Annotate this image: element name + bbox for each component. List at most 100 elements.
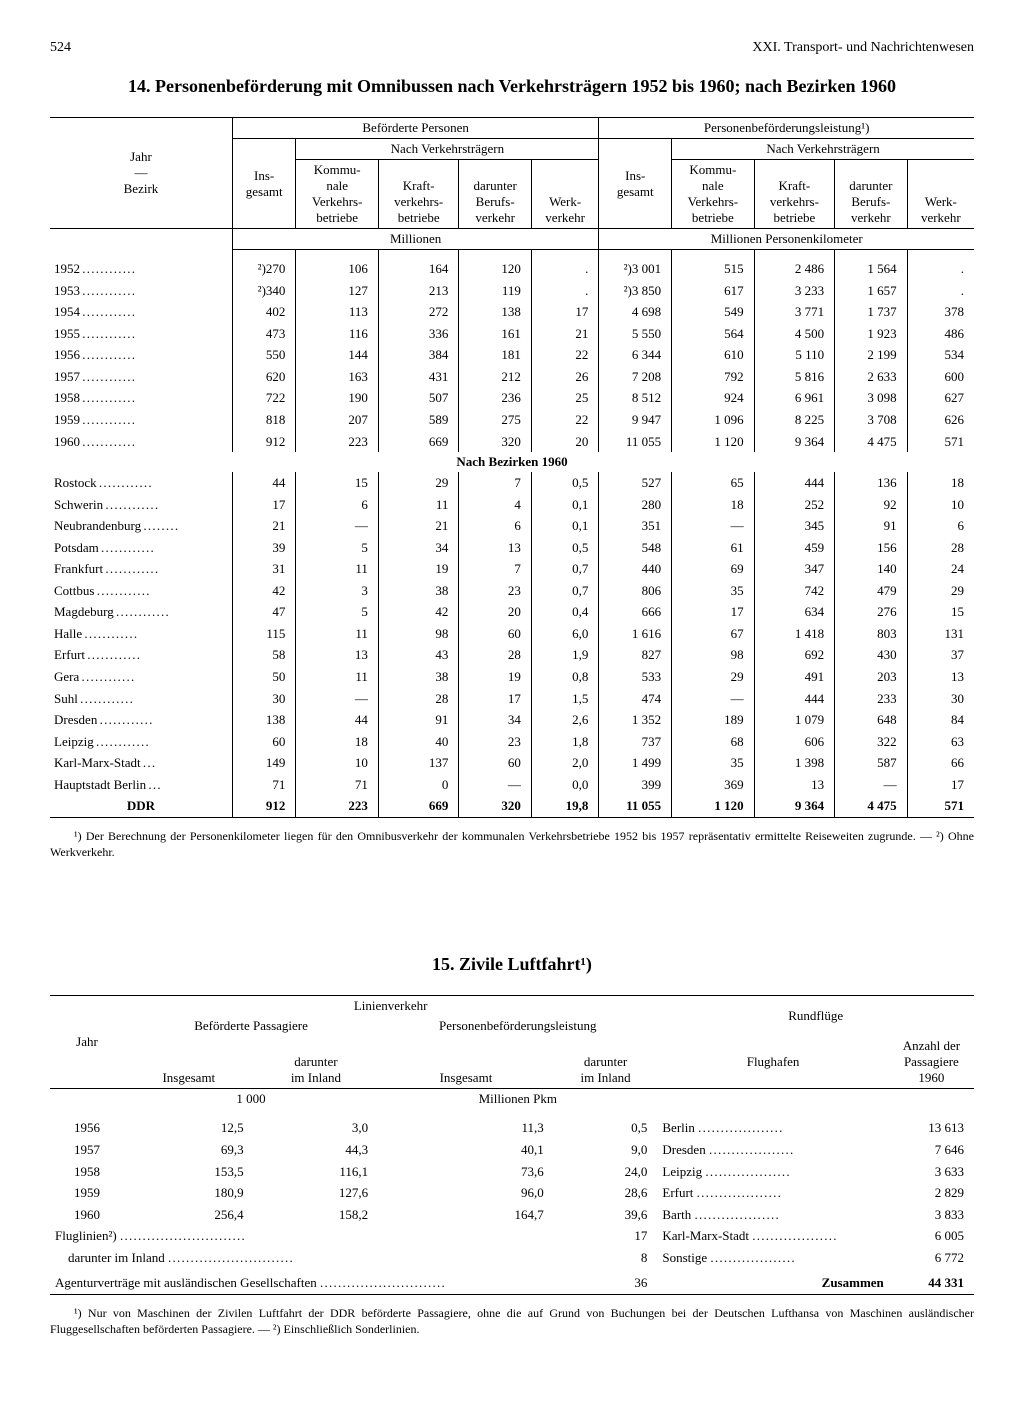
cell: 22 — [531, 409, 598, 431]
cell: 37 — [907, 644, 974, 666]
cell: 28,6 — [554, 1182, 658, 1204]
cell: 1,9 — [531, 644, 598, 666]
cell: 533 — [599, 666, 672, 688]
col-nv-r: Nach Verkehrsträgern — [672, 139, 974, 160]
cell: 1 616 — [599, 623, 672, 645]
year-label: 1957 — [50, 1139, 124, 1161]
airport-label: Barth . . . . . . . . . . . . . . . . . … — [657, 1204, 888, 1226]
table15-footnote: ¹) Nur von Maschinen der Zivilen Luftfah… — [50, 1305, 974, 1337]
cell: 17 — [672, 601, 755, 623]
cell: 912 — [232, 431, 296, 453]
year-label: 1953 — [50, 280, 232, 302]
cell: 10 — [296, 752, 379, 774]
cell: 276 — [835, 601, 907, 623]
cell: 31 — [232, 558, 296, 580]
bezirk-label: Halle — [50, 623, 232, 645]
table-row: 1958722190507236258 5129246 9613 098627 — [50, 387, 974, 409]
cell: 587 — [835, 752, 907, 774]
cell: 98 — [672, 644, 755, 666]
cell: 73,6 — [378, 1161, 554, 1183]
ddr-f: 11 055 — [599, 795, 672, 817]
year-label: 1958 — [50, 1161, 124, 1183]
cell: 17 — [554, 1225, 658, 1247]
t15-rund: Rundflüge — [657, 996, 974, 1037]
cell: 5 816 — [754, 366, 835, 388]
cell: 0 — [378, 774, 459, 796]
cell: 2,6 — [531, 709, 598, 731]
cell: 39 — [232, 537, 296, 559]
cell: 0,7 — [531, 580, 598, 602]
cell: 13 — [754, 774, 835, 796]
table14: Jahr — Bezirk Beförderte Personen Person… — [50, 117, 974, 818]
cell: 2 633 — [835, 366, 907, 388]
cell: — — [459, 774, 531, 796]
year-label: 1956 — [50, 344, 232, 366]
airport-label: Dresden . . . . . . . . . . . . . . . . … — [657, 1139, 888, 1161]
cell: 19 — [378, 558, 459, 580]
cell: 65 — [672, 472, 755, 494]
cell: 2 199 — [835, 344, 907, 366]
cell: 17 — [531, 301, 598, 323]
cell: 36 — [554, 1268, 658, 1294]
cell: 818 — [232, 409, 296, 431]
t15-ins2: Insgesamt — [378, 1036, 554, 1089]
year-label: 1957 — [50, 366, 232, 388]
cell: 15 — [907, 601, 974, 623]
cell: 589 — [378, 409, 459, 431]
page-number: 524 — [50, 40, 71, 56]
cell: 34 — [459, 709, 531, 731]
cell: 233 — [835, 688, 907, 710]
cell: 620 — [232, 366, 296, 388]
cell: 322 — [835, 731, 907, 753]
cell: 3 233 — [754, 280, 835, 302]
cell: 2,0 — [531, 752, 598, 774]
cell: 347 — [754, 558, 835, 580]
cell: 106 — [296, 250, 379, 280]
cell: 1 923 — [835, 323, 907, 345]
table-row: 1952²)270106164120.²)3 0015152 4861 564. — [50, 250, 974, 280]
cell: 4 — [459, 494, 531, 516]
cell: 4 500 — [754, 323, 835, 345]
cell: 40 — [378, 731, 459, 753]
col-kraft-l: Kraft- verkehrs- betriebe — [378, 160, 459, 229]
cell: 648 — [835, 709, 907, 731]
cell: 164 — [378, 250, 459, 280]
table-row: 1955473116336161215 5505644 5001 923486 — [50, 323, 974, 345]
cell: 18 — [296, 731, 379, 753]
cell: 207 — [296, 409, 379, 431]
cell: 69 — [672, 558, 755, 580]
bezirk-label: Dresden — [50, 709, 232, 731]
t15-linien: Linienverkehr — [124, 996, 657, 1017]
bezirk-label: Cottbus — [50, 580, 232, 602]
cell: 8 225 — [754, 409, 835, 431]
bezirk-label: Magdeburg — [50, 601, 232, 623]
cell: 5 — [296, 537, 379, 559]
cell: 0,8 — [531, 666, 598, 688]
cell: 24,0 — [554, 1161, 658, 1183]
cell: 0,5 — [531, 472, 598, 494]
cell: 15 — [296, 472, 379, 494]
col-werk-r: Werk- verkehr — [907, 160, 974, 229]
cell: 115 — [232, 623, 296, 645]
cell: 634 — [754, 601, 835, 623]
airport-label: Berlin . . . . . . . . . . . . . . . . .… — [657, 1109, 888, 1139]
cell: 20 — [531, 431, 598, 453]
cell: 29 — [378, 472, 459, 494]
cell: 11 — [296, 558, 379, 580]
col-nv-l: Nach Verkehrsträgern — [296, 139, 599, 160]
cell: 1 120 — [672, 431, 755, 453]
cell: 827 — [599, 644, 672, 666]
cell: 320 — [459, 431, 531, 453]
cell: 275 — [459, 409, 531, 431]
cell: 68 — [672, 731, 755, 753]
cell: 0,5 — [554, 1109, 658, 1139]
cell: 17 — [907, 774, 974, 796]
cell: 549 — [672, 301, 755, 323]
bezirk-label: Rostock — [50, 472, 232, 494]
cell: 507 — [378, 387, 459, 409]
year-label: 1959 — [50, 409, 232, 431]
cell: 6 961 — [754, 387, 835, 409]
cell: 1 079 — [754, 709, 835, 731]
cell: 4 475 — [835, 431, 907, 453]
cell: 336 — [378, 323, 459, 345]
